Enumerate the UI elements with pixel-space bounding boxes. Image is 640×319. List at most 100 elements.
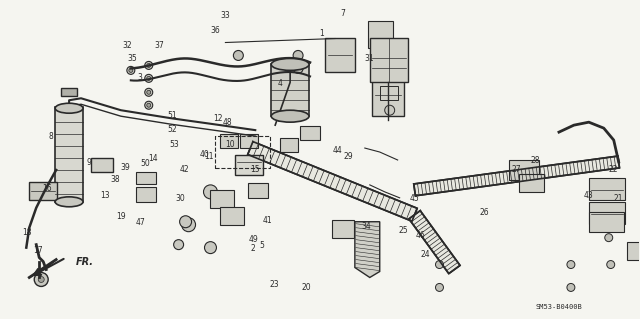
Text: 32: 32 bbox=[123, 41, 132, 50]
Text: 15: 15 bbox=[250, 165, 260, 174]
Circle shape bbox=[145, 88, 153, 96]
Text: 2: 2 bbox=[251, 244, 255, 253]
Circle shape bbox=[435, 261, 444, 269]
Text: 27: 27 bbox=[511, 165, 521, 174]
FancyBboxPatch shape bbox=[220, 207, 244, 225]
Text: 28: 28 bbox=[531, 156, 540, 165]
Text: 10: 10 bbox=[225, 140, 234, 149]
Circle shape bbox=[567, 261, 575, 269]
Circle shape bbox=[385, 90, 395, 100]
Circle shape bbox=[293, 50, 303, 60]
Text: 4: 4 bbox=[278, 79, 283, 88]
Circle shape bbox=[35, 272, 48, 286]
Circle shape bbox=[607, 261, 614, 269]
Circle shape bbox=[147, 63, 151, 67]
FancyBboxPatch shape bbox=[589, 202, 625, 224]
Circle shape bbox=[385, 105, 395, 115]
Text: 12: 12 bbox=[213, 114, 223, 123]
FancyBboxPatch shape bbox=[368, 21, 393, 48]
Ellipse shape bbox=[271, 58, 309, 70]
Text: 20: 20 bbox=[301, 283, 311, 292]
Text: 19: 19 bbox=[116, 211, 126, 220]
Text: 45: 45 bbox=[410, 194, 419, 203]
FancyBboxPatch shape bbox=[280, 138, 298, 152]
FancyBboxPatch shape bbox=[241, 134, 259, 148]
Polygon shape bbox=[409, 211, 460, 274]
FancyBboxPatch shape bbox=[136, 187, 156, 202]
Text: FR.: FR. bbox=[76, 256, 94, 267]
FancyBboxPatch shape bbox=[29, 182, 57, 200]
Text: 22: 22 bbox=[609, 165, 618, 174]
Text: 48: 48 bbox=[223, 117, 232, 127]
Text: 37: 37 bbox=[154, 41, 164, 50]
FancyBboxPatch shape bbox=[370, 38, 408, 82]
Text: 26: 26 bbox=[479, 208, 489, 217]
Text: 24: 24 bbox=[420, 250, 430, 259]
FancyBboxPatch shape bbox=[300, 126, 320, 140]
FancyBboxPatch shape bbox=[380, 86, 397, 100]
Circle shape bbox=[127, 66, 135, 74]
FancyBboxPatch shape bbox=[211, 190, 234, 208]
Circle shape bbox=[182, 218, 196, 232]
Circle shape bbox=[205, 241, 216, 254]
Text: 31: 31 bbox=[365, 54, 374, 63]
Ellipse shape bbox=[271, 110, 309, 122]
Polygon shape bbox=[355, 222, 380, 278]
Text: 23: 23 bbox=[269, 279, 279, 288]
Circle shape bbox=[605, 234, 612, 241]
Circle shape bbox=[145, 62, 153, 70]
Text: 29: 29 bbox=[344, 152, 353, 161]
Ellipse shape bbox=[55, 103, 83, 113]
Text: 50: 50 bbox=[140, 159, 150, 168]
Text: SM53-B0400B: SM53-B0400B bbox=[536, 304, 582, 310]
Text: 49: 49 bbox=[248, 235, 258, 244]
FancyBboxPatch shape bbox=[248, 183, 268, 198]
FancyBboxPatch shape bbox=[509, 160, 539, 180]
Circle shape bbox=[435, 284, 444, 292]
Circle shape bbox=[293, 63, 303, 73]
Text: 1: 1 bbox=[319, 29, 324, 38]
FancyBboxPatch shape bbox=[372, 74, 404, 116]
Text: 3: 3 bbox=[138, 73, 143, 82]
Text: 43: 43 bbox=[584, 190, 594, 200]
Circle shape bbox=[38, 277, 44, 282]
Circle shape bbox=[129, 68, 133, 72]
FancyBboxPatch shape bbox=[589, 212, 623, 232]
Text: 21: 21 bbox=[614, 194, 623, 203]
Text: 18: 18 bbox=[22, 228, 31, 237]
Text: 25: 25 bbox=[398, 226, 408, 234]
Text: 52: 52 bbox=[167, 125, 177, 134]
FancyBboxPatch shape bbox=[136, 172, 156, 184]
Circle shape bbox=[567, 284, 575, 292]
Circle shape bbox=[234, 50, 243, 60]
Circle shape bbox=[147, 76, 151, 80]
Circle shape bbox=[145, 74, 153, 82]
Text: 40: 40 bbox=[199, 150, 209, 159]
Text: 11: 11 bbox=[204, 152, 213, 161]
Text: 44: 44 bbox=[333, 146, 342, 155]
Text: 5: 5 bbox=[259, 241, 264, 250]
Text: 41: 41 bbox=[263, 216, 273, 225]
FancyBboxPatch shape bbox=[325, 38, 355, 72]
Circle shape bbox=[147, 90, 151, 94]
Text: 33: 33 bbox=[221, 11, 230, 20]
Text: 30: 30 bbox=[175, 194, 185, 203]
Circle shape bbox=[147, 103, 151, 107]
Circle shape bbox=[145, 101, 153, 109]
Text: 9: 9 bbox=[87, 158, 92, 167]
Text: 17: 17 bbox=[33, 247, 43, 256]
Text: 53: 53 bbox=[170, 140, 180, 149]
Text: 42: 42 bbox=[180, 165, 189, 174]
FancyBboxPatch shape bbox=[332, 220, 354, 238]
Text: 35: 35 bbox=[127, 54, 137, 63]
FancyBboxPatch shape bbox=[589, 178, 625, 200]
FancyBboxPatch shape bbox=[236, 155, 263, 175]
FancyBboxPatch shape bbox=[519, 174, 544, 192]
Text: 38: 38 bbox=[110, 175, 120, 184]
FancyBboxPatch shape bbox=[91, 158, 113, 172]
Circle shape bbox=[173, 240, 184, 249]
Text: 51: 51 bbox=[167, 111, 177, 120]
Text: 7: 7 bbox=[340, 9, 345, 18]
Text: 16: 16 bbox=[42, 184, 52, 193]
Text: 34: 34 bbox=[361, 222, 371, 231]
